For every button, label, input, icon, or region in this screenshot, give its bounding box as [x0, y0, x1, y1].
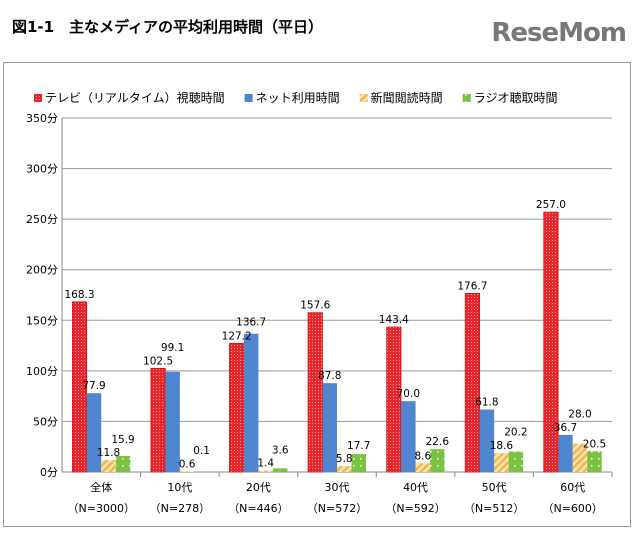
data-label: 18.6 [490, 440, 514, 452]
bar-3 [272, 468, 288, 472]
x-tick-sublabel: （N=278） [150, 502, 210, 515]
x-tick-label: 60代 [560, 481, 585, 494]
data-label: 22.6 [426, 436, 450, 448]
x-tick-sublabel: （N=592） [385, 502, 445, 515]
y-tick-label: 150分 [26, 314, 58, 327]
x-tick-label: 50代 [482, 481, 507, 494]
legend-swatch [462, 94, 471, 102]
data-label: 17.7 [347, 440, 370, 452]
bar-0 [307, 312, 323, 473]
x-tick-label: 全体 [90, 480, 112, 494]
legend-label: 新聞閲読時間 [371, 90, 443, 105]
bar-1 [86, 393, 102, 472]
data-label: 28.0 [568, 409, 591, 421]
bar-1 [165, 371, 180, 472]
x-tick-sublabel: （N=512） [464, 502, 524, 515]
data-label: 136.7 [236, 317, 266, 329]
x-tick-label: 10代 [167, 481, 192, 494]
page-title: 図1-1 主なメディアの平均利用時間（平日） [12, 18, 324, 36]
x-tick-label: 40代 [403, 481, 428, 494]
y-tick-label: 300分 [26, 163, 58, 176]
data-label: 168.3 [65, 289, 95, 301]
data-label: 157.6 [300, 300, 330, 312]
data-label: 3.6 [272, 444, 289, 456]
legend-label: ラジオ聴取時間 [474, 91, 558, 105]
y-tick-label: 50分 [33, 415, 58, 428]
data-label: 127.2 [222, 330, 252, 342]
bar-2 [179, 471, 195, 472]
bar-1 [243, 333, 259, 472]
bar-1 [401, 401, 416, 472]
bar-2 [494, 453, 509, 472]
data-label: 143.4 [379, 314, 409, 326]
y-tick-label: 250分 [26, 213, 58, 226]
bar-3 [508, 451, 524, 472]
bar-1 [479, 409, 495, 472]
x-tick-sublabel: （N=446） [228, 502, 288, 515]
bar-0 [150, 368, 166, 473]
data-label: 8.6 [414, 450, 431, 462]
x-tick-label: 30代 [325, 481, 350, 494]
y-tick-label: 200分 [26, 264, 58, 277]
data-label: 61.8 [475, 396, 498, 408]
watermark-logo: ReseMom [491, 18, 627, 48]
bar-2 [101, 460, 116, 472]
x-tick-sublabel: （N=600） [542, 502, 602, 515]
bar-0 [464, 292, 480, 473]
y-tick-label: 0分 [40, 466, 58, 479]
y-tick-label: 100分 [26, 365, 58, 378]
data-label: 102.5 [143, 355, 173, 367]
legend-swatch [34, 94, 42, 102]
bar-0 [386, 326, 402, 473]
data-label: 176.7 [457, 280, 487, 292]
data-label: 0.1 [193, 445, 210, 457]
data-label: 20.5 [583, 438, 606, 450]
bar-0 [543, 211, 559, 473]
data-label: 20.2 [504, 427, 527, 439]
legend-swatch [244, 94, 253, 102]
bar-2 [415, 463, 431, 472]
bar-3 [115, 455, 131, 472]
legend-label: ネット利用時間 [256, 91, 340, 105]
x-tick-sublabel: （N=3000） [68, 502, 135, 515]
bar-2 [337, 466, 352, 472]
legend-swatch [359, 94, 368, 102]
x-tick-label: 20代 [246, 481, 271, 494]
data-label: 15.9 [111, 434, 134, 446]
bar-3 [587, 451, 602, 472]
data-label: 5.8 [336, 453, 353, 465]
data-label: 36.7 [554, 422, 577, 434]
bar-3 [430, 449, 445, 472]
data-label: 77.9 [82, 380, 105, 392]
data-label: 11.8 [97, 447, 120, 459]
bar-0 [71, 301, 88, 473]
bar-3 [351, 454, 366, 472]
bar-1 [558, 434, 573, 472]
data-label: 70.0 [397, 388, 420, 400]
data-label: 1.4 [257, 458, 274, 470]
chart-frame [3, 62, 631, 527]
legend-label: テレビ（リアルタイム）視聴時間 [45, 90, 225, 105]
bar-2 [258, 470, 273, 472]
bar-1 [322, 383, 337, 472]
data-label: 87.8 [318, 370, 341, 382]
data-label: 99.1 [161, 342, 184, 354]
bar-2 [572, 443, 588, 472]
data-label: 257.0 [536, 199, 566, 211]
y-tick-label: 350分 [26, 112, 58, 125]
bar-0 [229, 343, 245, 473]
x-tick-sublabel: （N=572） [307, 502, 367, 515]
data-label: 0.6 [179, 458, 196, 470]
